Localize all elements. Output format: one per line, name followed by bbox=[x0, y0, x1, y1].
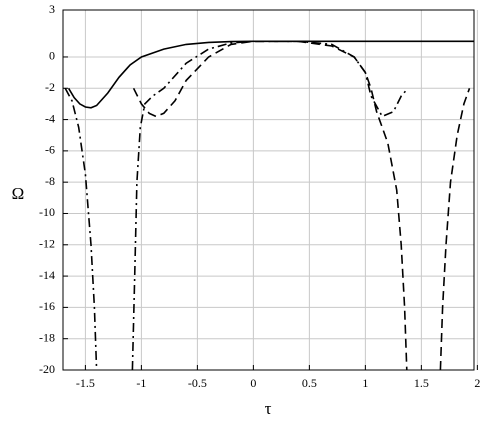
y-tick-label: -14 bbox=[39, 268, 55, 282]
y-tick-label: -10 bbox=[39, 205, 55, 219]
y-tick-label: 3 bbox=[49, 2, 55, 16]
x-tick-label: -0.5 bbox=[188, 376, 207, 390]
y-tick-label: -4 bbox=[45, 111, 55, 125]
x-axis-label: τ bbox=[265, 399, 272, 418]
x-tick-label: 0 bbox=[250, 376, 256, 390]
series-line bbox=[67, 40, 474, 109]
x-tick-label: -1.5 bbox=[76, 376, 95, 390]
y-axis-label: Ω bbox=[12, 184, 25, 203]
x-tick-label: -1 bbox=[136, 376, 146, 390]
x-tick-label: 0.5 bbox=[302, 376, 317, 390]
series-line bbox=[132, 40, 471, 371]
y-tick-label: -20 bbox=[39, 362, 55, 376]
series-line bbox=[64, 40, 409, 371]
y-tick-label: -16 bbox=[39, 299, 55, 313]
y-tick-label: -12 bbox=[39, 237, 55, 251]
y-tick-label: -6 bbox=[45, 143, 55, 157]
y-tick-label: -2 bbox=[45, 80, 55, 94]
x-tick-label: 2 bbox=[474, 376, 480, 390]
y-tick-label: -18 bbox=[39, 330, 55, 344]
plot-frame bbox=[62, 9, 475, 371]
y-tick-label: -8 bbox=[45, 174, 55, 188]
y-tick-label: 0 bbox=[49, 49, 55, 63]
x-tick-label: 1.5 bbox=[414, 376, 429, 390]
x-tick-label: 1 bbox=[362, 376, 368, 390]
